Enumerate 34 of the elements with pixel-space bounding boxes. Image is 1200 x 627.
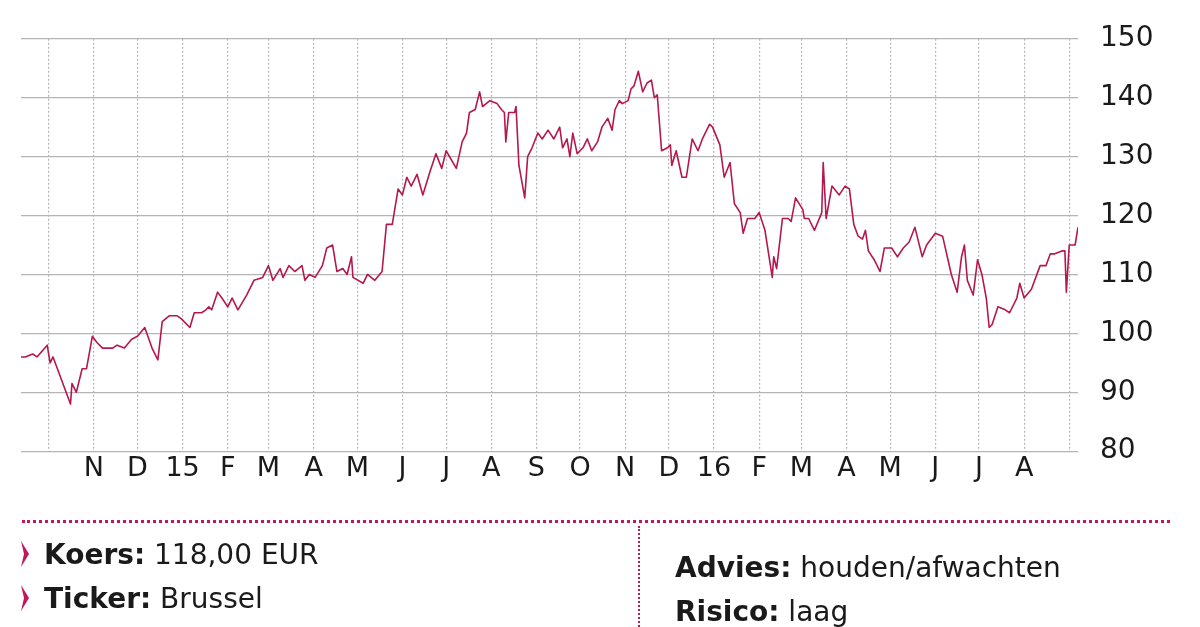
x-tick-label: F [219,451,236,483]
y-tick-label: 100 [1100,314,1154,348]
y-tick-label: 130 [1100,137,1154,171]
x-tick-label: 15 [165,451,200,483]
x-tick-label: J [973,451,983,483]
y-tick-label: 120 [1100,196,1154,230]
x-tick-label: D [658,451,680,483]
x-tick-label: N [83,451,104,483]
x-tick-label: M [789,451,814,483]
x-tick-label: D [127,451,148,483]
x-tick-label: A [837,451,857,483]
text: Koers: 118,00 EUR [44,537,319,571]
x-tick-label: J [440,451,451,483]
text: Risico: laag [675,594,849,627]
x-tick-label: J [929,451,940,483]
x-tick-label: N [615,451,636,483]
x-tick-label: S [527,451,545,483]
x-tick-label: O [569,451,591,483]
x-tick-label: 16 [696,451,732,483]
y-tick-label: 90 [1100,373,1136,407]
text: Advies: houden/afwachten [675,550,1061,584]
x-tick-label: A [482,451,502,483]
x-tick-label: M [878,451,902,483]
x-tick-label: A [1014,451,1034,483]
x-tick-label: J [396,451,407,483]
x-tick-label: M [256,451,281,483]
y-tick-label: 140 [1100,79,1154,112]
y-tick-label: 80 [1100,432,1136,466]
text: Ticker: Brussel [44,581,263,615]
x-tick-label: M [345,451,369,483]
y-tick-label: 110 [1100,255,1154,289]
x-tick-label: F [751,451,767,483]
x-tick-label: A [304,451,324,483]
y-tick-label: 150 [1100,20,1154,54]
